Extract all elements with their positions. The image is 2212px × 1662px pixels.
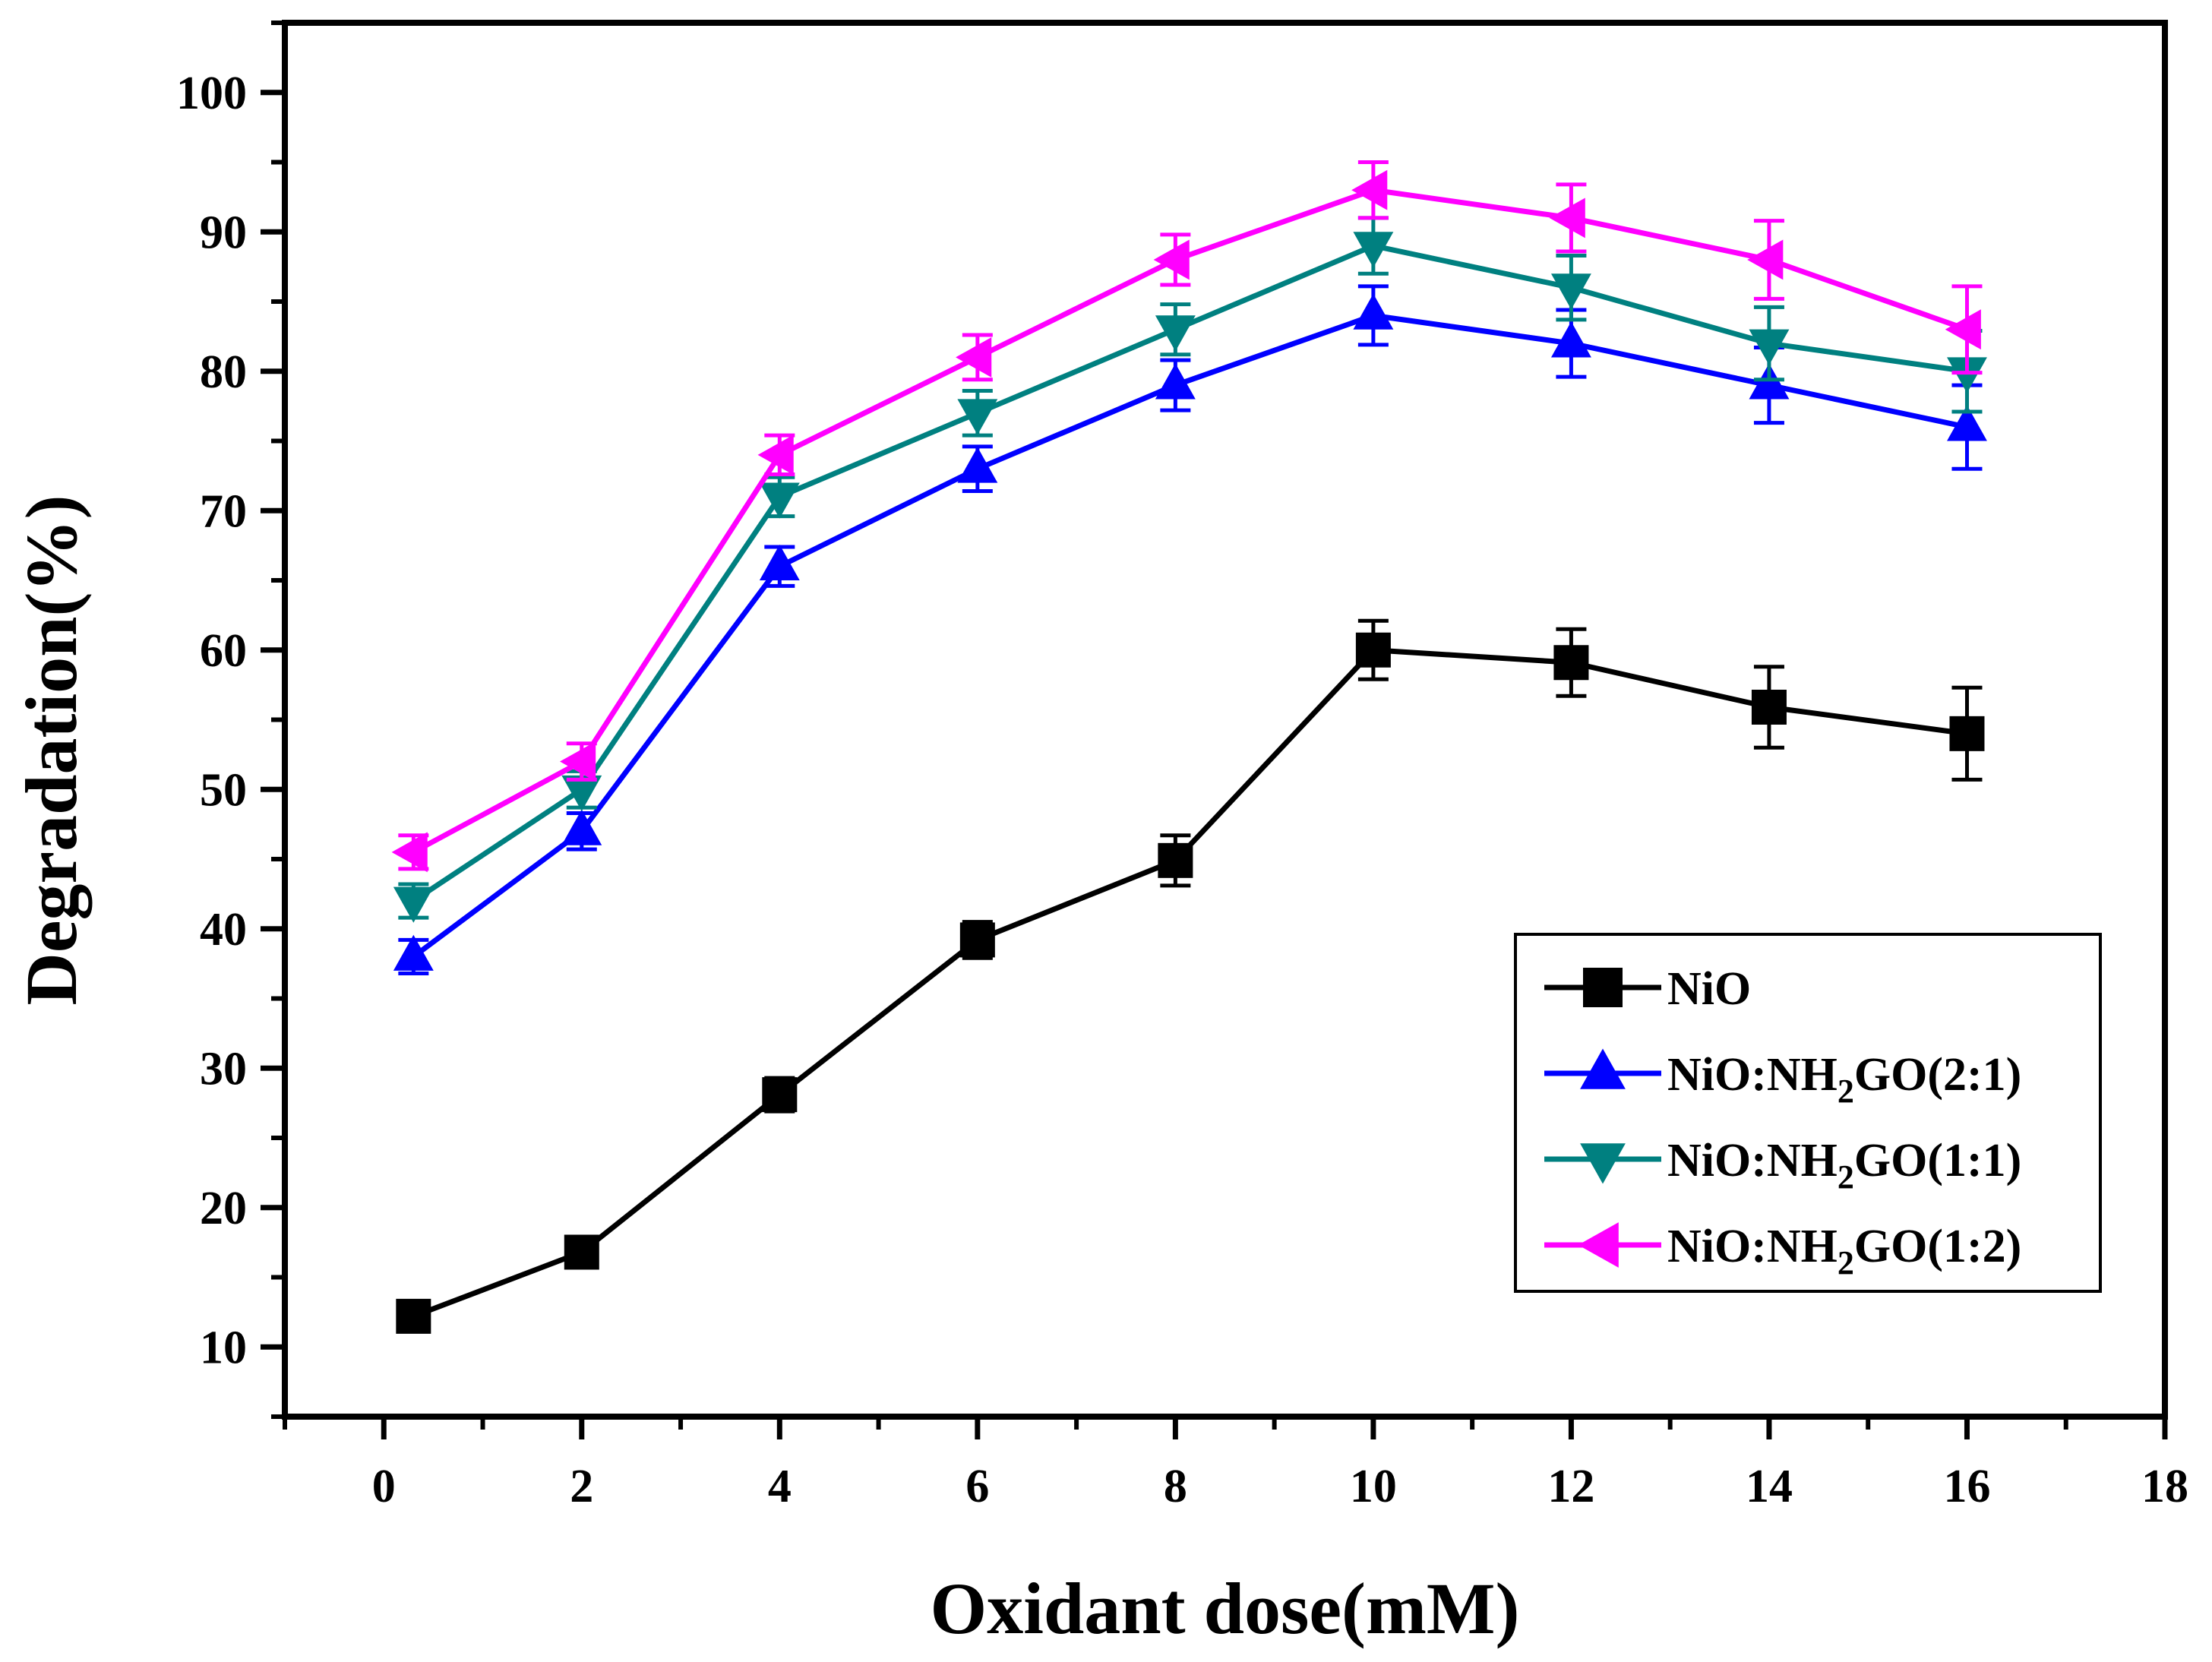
series-line <box>412 243 1967 903</box>
data-point <box>393 934 434 971</box>
axes: 0 2 4 6 8 10 12 14 16 18 10 20 30 40 50 60 70 80 90 100 <box>176 21 2188 1512</box>
x-tick-label: 2 <box>570 1461 593 1512</box>
data-point <box>1550 321 1591 358</box>
x-tick-label: 16 <box>1943 1461 1990 1512</box>
data-point <box>396 1298 431 1334</box>
legend-text-part: GO(1:1) <box>1854 1135 2021 1186</box>
y-tick-label: 10 <box>200 1322 247 1373</box>
legend-text-part: NiO:NH <box>1667 1135 1838 1186</box>
data-point <box>957 399 998 435</box>
legend-label: NiO:NH2GO(2:1) <box>1667 1049 2021 1110</box>
data-point <box>757 434 794 476</box>
data-point <box>561 809 602 845</box>
data-point <box>759 482 800 519</box>
data-point <box>762 1077 798 1113</box>
x-tick-label: 12 <box>1547 1461 1594 1512</box>
legend-text-part: NiO:NH <box>1667 1221 1838 1272</box>
x-axis-title: Oxidant dose(mM) <box>931 1568 1520 1649</box>
series-3 <box>391 160 1983 873</box>
y-tick-label: 100 <box>176 68 247 119</box>
data-point <box>759 544 800 581</box>
data-point <box>1158 842 1193 878</box>
legend-marker <box>1583 968 1623 1007</box>
data-point <box>1949 716 1985 751</box>
x-tick-label: 6 <box>965 1461 989 1512</box>
data-point <box>1155 315 1196 352</box>
x-tick-label: 8 <box>1164 1461 1187 1512</box>
legend-marker <box>1580 1143 1626 1184</box>
legend-subscript: 2 <box>1838 1073 1854 1110</box>
data-point <box>1353 232 1394 268</box>
legend-marker <box>1580 1048 1626 1089</box>
legend-marker <box>1578 1222 1619 1268</box>
y-tick-label: 30 <box>200 1043 247 1095</box>
legend-subscript: 2 <box>1838 1244 1854 1281</box>
data-point <box>1747 239 1784 280</box>
data-point <box>956 337 992 378</box>
legend-text-part: GO(2:1) <box>1854 1049 2021 1101</box>
data-point <box>1355 632 1391 668</box>
legend-label: NiO:NH2GO(1:2) <box>1667 1221 2021 1281</box>
legend-subscript: 2 <box>1838 1158 1854 1196</box>
series-line <box>412 187 1968 855</box>
legend-label: NiO <box>1667 963 1751 1015</box>
x-tick-label: 10 <box>1350 1461 1397 1512</box>
legend-text-part: NiO:NH <box>1667 1049 1838 1101</box>
data-point <box>1155 363 1196 400</box>
data-point <box>1553 645 1589 681</box>
y-tick-label: 50 <box>200 764 247 816</box>
legend-text-part: GO(1:2) <box>1854 1221 2021 1272</box>
y-tick-label: 80 <box>200 346 247 398</box>
data-point <box>1947 357 1987 393</box>
data-point <box>1549 197 1585 239</box>
data-point <box>561 775 602 811</box>
data-point <box>1550 273 1591 310</box>
series-0 <box>396 618 1985 1334</box>
x-tick-label: 18 <box>2141 1461 2188 1512</box>
x-tick-label: 14 <box>1746 1461 1793 1512</box>
legend: NiONiO:NH2GO(2:1)NiO:NH2GO(1:1)NiO:NH2GO… <box>1514 933 2102 1293</box>
data-point <box>959 922 995 958</box>
y-axis-title: Degradation(%) <box>11 495 92 1006</box>
x-tick-label: 0 <box>372 1461 396 1512</box>
data-point <box>1153 239 1190 280</box>
data-point <box>1947 405 1987 441</box>
data-point <box>1751 689 1787 725</box>
data-point <box>560 741 596 782</box>
series-layer <box>391 160 1987 1334</box>
data-point <box>564 1234 599 1270</box>
legend-text-part: NiO <box>1667 963 1751 1015</box>
data-point <box>1945 309 1981 350</box>
y-tick-label: 70 <box>200 485 247 537</box>
y-tick-label: 90 <box>200 207 247 258</box>
x-tick-label: 4 <box>768 1461 792 1512</box>
data-point <box>957 447 998 483</box>
series-2 <box>393 216 1987 923</box>
data-point <box>1353 293 1394 330</box>
y-tick-label: 60 <box>200 625 247 677</box>
data-point <box>1749 329 1790 365</box>
y-tick-label: 40 <box>200 904 247 956</box>
data-point <box>391 832 428 873</box>
data-point <box>1351 169 1388 210</box>
data-point <box>393 886 434 923</box>
y-tick-label: 20 <box>200 1183 247 1234</box>
legend-label: NiO:NH2GO(1:1) <box>1667 1135 2021 1196</box>
